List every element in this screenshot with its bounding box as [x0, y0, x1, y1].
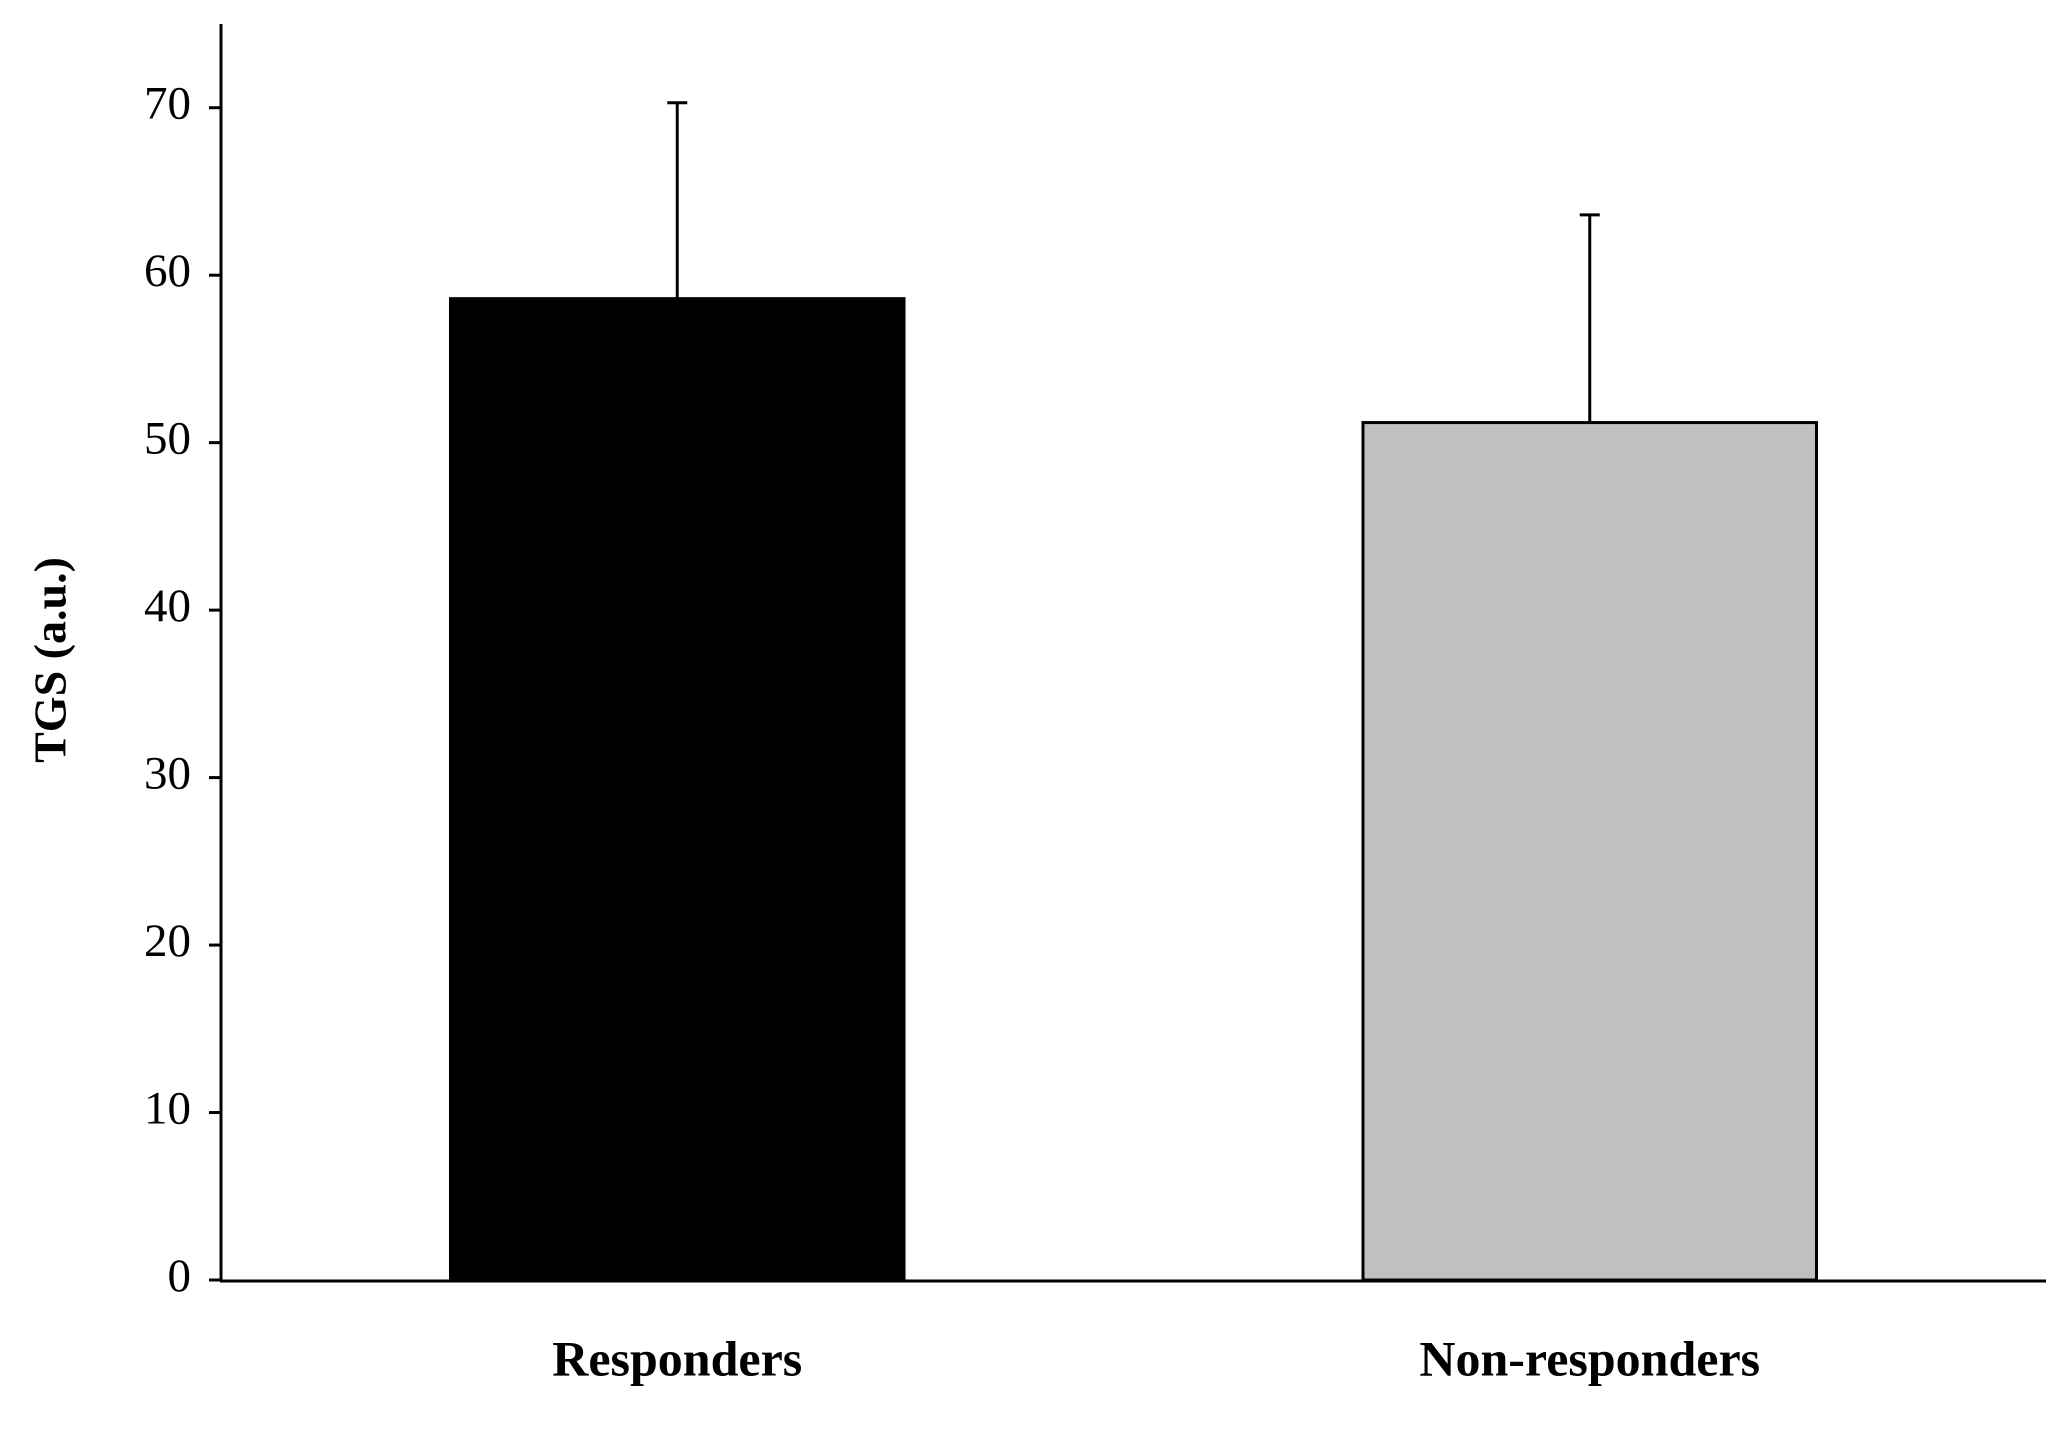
y-tick-label: 40: [144, 580, 191, 632]
x-tick-label: Non-responders: [1419, 1330, 1760, 1386]
bar: [1361, 421, 1819, 1282]
x-tick-label: Responders: [552, 1330, 802, 1386]
y-axis-label: TGS (a.u.): [25, 557, 76, 763]
y-tick-label: 50: [144, 412, 191, 464]
y-tick-label: 30: [144, 747, 191, 799]
y-tick-label: 0: [168, 1250, 192, 1302]
bar: [448, 297, 906, 1282]
y-tick-label: 60: [144, 245, 191, 297]
y-tick-label: 70: [144, 78, 191, 130]
y-tick-label: 10: [144, 1082, 191, 1134]
y-tick-label: 20: [144, 915, 191, 967]
